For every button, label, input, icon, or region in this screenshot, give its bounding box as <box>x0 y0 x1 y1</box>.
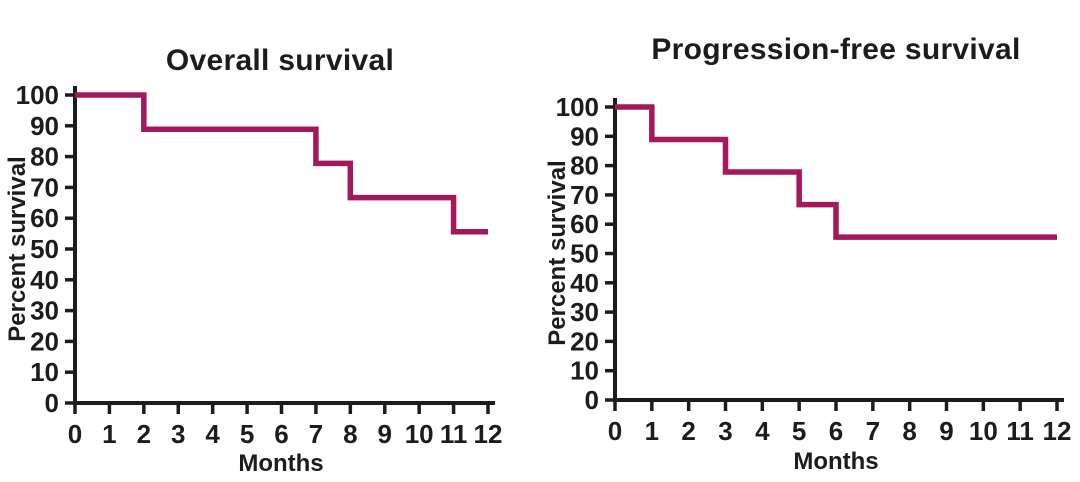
x-tick-label: 10 <box>969 416 998 446</box>
y-tick-label: 50 <box>30 234 59 264</box>
panel-progression-free-survival: Progression-free survival Percent surviv… <box>540 0 1080 482</box>
y-tick-label: 70 <box>570 180 599 210</box>
survival-curve <box>615 104 1057 240</box>
x-tick-label: 9 <box>378 419 392 449</box>
y-tick-label: 80 <box>30 142 59 172</box>
y-tick-label: 10 <box>30 357 59 387</box>
y-tick-label: 20 <box>30 326 59 356</box>
x-tick-label: 8 <box>343 419 357 449</box>
x-tick-label: 10 <box>405 419 434 449</box>
survival-curve <box>75 92 488 235</box>
x-tick-label: 0 <box>68 419 82 449</box>
y-tick-label: 0 <box>45 388 59 418</box>
y-tick-label: 70 <box>30 172 59 202</box>
x-tick-label: 5 <box>240 419 254 449</box>
x-axis-title: Months <box>238 450 324 477</box>
x-tick-label: 1 <box>102 419 116 449</box>
x-tick-label: 9 <box>939 416 953 446</box>
x-tick-label: 12 <box>474 419 503 449</box>
x-tick-label: 12 <box>1043 416 1072 446</box>
x-tick-label: 4 <box>205 419 220 449</box>
y-tick-label: 40 <box>30 265 59 295</box>
y-tick-label: 90 <box>30 111 59 141</box>
y-tick-label: 100 <box>556 92 599 122</box>
x-tick-label: 7 <box>309 419 323 449</box>
chart-title-overall-survival: Overall survival <box>165 44 395 77</box>
y-tick-label: 60 <box>30 203 59 233</box>
y-tick-label: 100 <box>16 80 59 110</box>
x-tick-label: 6 <box>274 419 288 449</box>
x-tick-label: 7 <box>866 416 880 446</box>
x-tick-label: 2 <box>681 416 695 446</box>
x-axis-title: Months <box>793 448 879 475</box>
x-tick-label: 0 <box>608 416 622 446</box>
y-tick-label: 0 <box>585 385 599 415</box>
x-tick-label: 3 <box>171 419 185 449</box>
x-tick-label: 11 <box>1006 416 1034 446</box>
x-tick-label: 4 <box>755 416 770 446</box>
y-tick-label: 40 <box>570 268 599 298</box>
x-tick-label: 8 <box>902 416 916 446</box>
panel-overall-survival: Overall survival Percent survival 0 10 20 3… <box>4 44 503 477</box>
x-tick-label: 6 <box>829 416 843 446</box>
y-tick-label: 90 <box>570 121 599 151</box>
chart-title-progression-free-survival: Progression-free survival <box>651 33 1021 66</box>
y-tick-label: 60 <box>570 209 599 239</box>
y-tick-label: 30 <box>570 297 599 327</box>
y-tick-label: 80 <box>570 151 599 181</box>
y-tick-label: 30 <box>30 296 59 326</box>
x-tick-label: 11 <box>440 419 468 449</box>
y-tick-label: 10 <box>570 356 599 386</box>
y-tick-label: 50 <box>570 239 599 269</box>
x-tick-label: 5 <box>792 416 806 446</box>
x-tick-label: 1 <box>645 416 659 446</box>
x-tick-label: 3 <box>718 416 732 446</box>
x-tick-label: 2 <box>137 419 151 449</box>
y-tick-label: 20 <box>570 326 599 356</box>
